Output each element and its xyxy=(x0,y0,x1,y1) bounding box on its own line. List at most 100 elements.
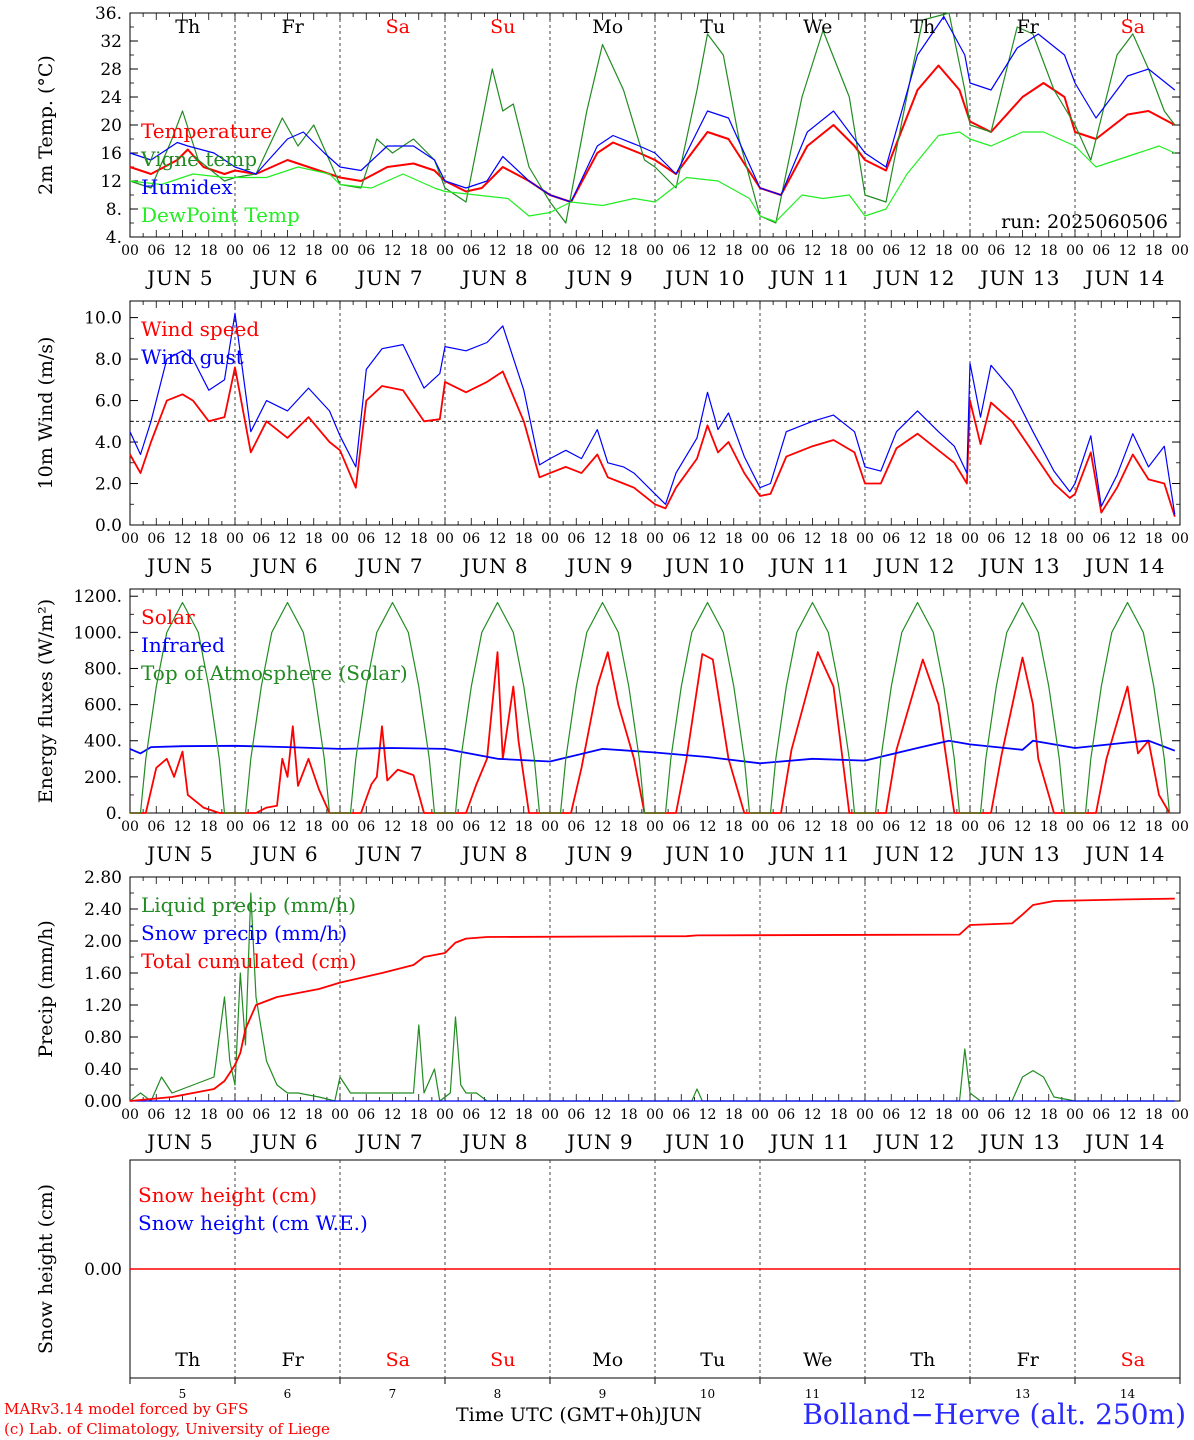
legend-entry: Snow height (cm W.E.) xyxy=(138,1211,368,1235)
x-hour-label: 06 xyxy=(672,1107,690,1123)
x-date-label: JUN 10 xyxy=(663,1130,745,1154)
x-date-label: JUN 7 xyxy=(355,842,423,866)
x-hour-label: 18 xyxy=(620,531,638,547)
x-axis-title: Time UTC (GMT+0h)JUN xyxy=(456,1404,702,1426)
x-hour-label: 06 xyxy=(672,531,690,547)
x-hour-label: 06 xyxy=(882,1107,900,1123)
x-date-label: JUN 6 xyxy=(250,266,318,290)
y-tick-label: 24 xyxy=(100,88,122,108)
x-hour-label: 06 xyxy=(567,531,585,547)
x-hour-label: 18 xyxy=(1145,819,1163,835)
x-hour-label: 12 xyxy=(699,1107,717,1123)
day-name: Th xyxy=(175,16,200,38)
x-hour-label: 18 xyxy=(935,819,953,835)
x-hour-label: 18 xyxy=(620,1107,638,1123)
x-hour-label: 18 xyxy=(725,1107,743,1123)
day-name: Sa xyxy=(1121,1349,1145,1371)
x-hour-label: 06 xyxy=(882,243,900,259)
day-name: Su xyxy=(490,16,515,38)
x-date-label: JUN 11 xyxy=(768,842,850,866)
x-hour-label: 12 xyxy=(279,1107,297,1123)
x-hour-label: 12 xyxy=(384,1107,402,1123)
series-line xyxy=(129,131,1176,223)
x-hour-label: 18 xyxy=(305,531,323,547)
x-date-label: JUN 6 xyxy=(250,1130,318,1154)
x-hour-label: 18 xyxy=(410,243,428,259)
x-hour-label: 00 xyxy=(541,1107,559,1123)
x-hour-label: 00 xyxy=(961,531,979,547)
y-tick-label: 2.0 xyxy=(95,475,122,495)
x-hour-label: 12 xyxy=(1014,531,1032,547)
x-hour-label: 18 xyxy=(1145,243,1163,259)
x-date-label: JUN 5 xyxy=(145,554,213,578)
x-hour-label: 06 xyxy=(777,819,795,835)
x-date-label: JUN 6 xyxy=(250,554,318,578)
x-hour-label: 18 xyxy=(1040,531,1058,547)
x-hour-label: 06 xyxy=(462,243,480,259)
y-tick-label: 0. xyxy=(106,804,122,824)
x-hour-label: 18 xyxy=(1145,1107,1163,1123)
x-hour-label: 18 xyxy=(200,1107,218,1123)
x-hour-label: 00 xyxy=(751,819,769,835)
x-hour-label: 12 xyxy=(804,819,822,835)
y-axis-label: Snow height (cm) xyxy=(35,1184,57,1354)
x-hour-label: 06 xyxy=(987,1107,1005,1123)
x-hour-label: 18 xyxy=(830,819,848,835)
x-hour-label: 12 xyxy=(1014,1107,1032,1123)
day-name: Sa xyxy=(386,16,410,38)
legend-entry: Vigne temp xyxy=(140,147,257,171)
x-date-label: JUN 14 xyxy=(1083,266,1165,290)
x-hour-label: 06 xyxy=(357,531,375,547)
x-date-label: JUN 14 xyxy=(1083,1130,1165,1154)
x-date-label: JUN 14 xyxy=(1083,554,1165,578)
x-date-label: JUN 8 xyxy=(460,842,528,866)
x-hour-label: 06 xyxy=(672,819,690,835)
x-hour-label: 12 xyxy=(384,819,402,835)
y-tick-label: 6.0 xyxy=(95,392,122,412)
y-tick-label: 20 xyxy=(100,116,122,136)
x-hour-label: 06 xyxy=(147,243,165,259)
x-hour-label: 06 xyxy=(147,1107,165,1123)
x-hour-label: 12 xyxy=(384,243,402,259)
x-hour-label: 00 xyxy=(1066,1107,1084,1123)
x-date-label: JUN 13 xyxy=(978,266,1060,290)
x-date-label: JUN 9 xyxy=(565,1130,633,1154)
x-hour-label: 18 xyxy=(830,243,848,259)
y-tick-label: 1000. xyxy=(73,623,122,643)
y-axis-label: Energy fluxes (W/m²) xyxy=(35,599,57,803)
x-hour-label: 06 xyxy=(567,819,585,835)
x-date-label: JUN 10 xyxy=(663,554,745,578)
x-hour-label: 00 xyxy=(436,819,454,835)
x-date-label: 11 xyxy=(805,1387,820,1401)
x-date-label: JUN 9 xyxy=(565,554,633,578)
x-date-label: JUN 12 xyxy=(873,266,955,290)
x-hour-label: 18 xyxy=(515,531,533,547)
x-hour-label: 06 xyxy=(147,819,165,835)
x-hour-label: 18 xyxy=(725,243,743,259)
x-hour-label: 00 xyxy=(331,1107,349,1123)
x-hour-label: 06 xyxy=(777,1107,795,1123)
x-hour-label: 12 xyxy=(909,243,927,259)
run-label: run: 2025060506 xyxy=(1001,211,1168,233)
x-hour-label: 12 xyxy=(699,531,717,547)
y-tick-label: 10.0 xyxy=(84,309,122,329)
x-hour-label: 12 xyxy=(699,819,717,835)
y-tick-label: 1.20 xyxy=(84,996,122,1016)
x-hour-label: 00 xyxy=(436,1107,454,1123)
x-hour-label: 06 xyxy=(252,243,270,259)
x-hour-label: 06 xyxy=(357,819,375,835)
y-tick-label: 2.40 xyxy=(84,900,122,920)
x-hour-label: 18 xyxy=(620,819,638,835)
x-date-label: JUN 12 xyxy=(873,842,955,866)
x-date-label: 9 xyxy=(599,1387,607,1401)
day-name: Mo xyxy=(592,16,623,38)
x-hour-label: 00 xyxy=(646,819,664,835)
y-tick-label: 2.00 xyxy=(84,932,122,952)
x-hour-label: 00 xyxy=(856,531,874,547)
day-name: Fr xyxy=(1017,16,1040,38)
y-axis-label: Precip (mm/h) xyxy=(35,920,57,1058)
day-name: Tu xyxy=(700,1349,725,1371)
x-hour-label: 00 xyxy=(1066,531,1084,547)
x-date-label: JUN 8 xyxy=(460,554,528,578)
x-hour-label: 18 xyxy=(410,819,428,835)
